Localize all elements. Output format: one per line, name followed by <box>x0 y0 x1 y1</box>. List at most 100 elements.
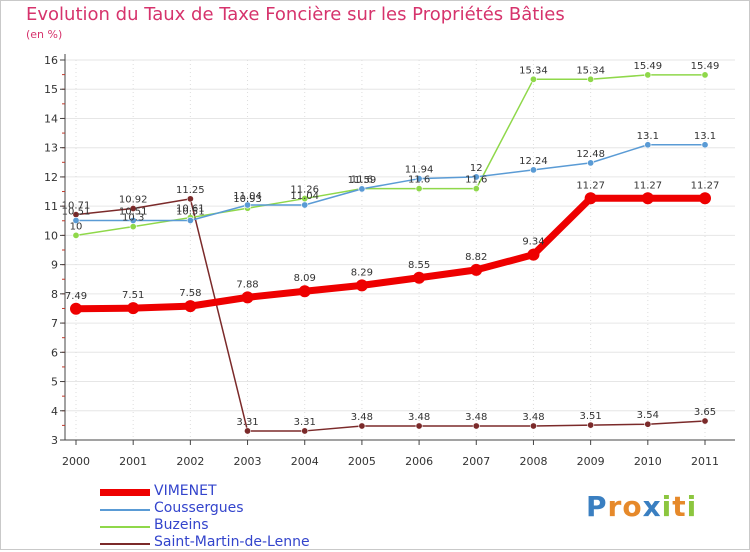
logo-letter: o <box>622 490 643 523</box>
data-point <box>355 279 368 292</box>
data-label: 10.92 <box>119 194 148 205</box>
labels-vimenet: 7.49 7.51 7.58 7.88 8.09 8.29 8.55 8.82 9.34 11.2… <box>65 180 719 301</box>
x-tick-label: 2001 <box>119 455 147 468</box>
data-point <box>241 291 254 304</box>
data-label: 3.48 <box>351 412 373 423</box>
data-label: 11.27 <box>576 180 605 191</box>
data-point <box>127 302 140 315</box>
y-tick-label: 11 <box>44 200 58 213</box>
data-point <box>644 141 652 149</box>
series-saint-martin-de-lenne <box>72 195 709 435</box>
data-label: 7.51 <box>122 290 144 301</box>
data-point <box>186 195 194 203</box>
data-point <box>129 216 137 224</box>
data-label: 3.51 <box>580 411 602 422</box>
y-tick-label: 7 <box>51 317 58 330</box>
data-point <box>186 216 194 224</box>
data-point <box>699 192 711 205</box>
logo-letter: t <box>672 490 687 523</box>
series-line-coussergues <box>75 144 706 222</box>
data-point <box>527 248 540 261</box>
logo-letter: i <box>686 490 698 523</box>
data-point <box>472 422 480 430</box>
series-coussergues <box>72 141 709 224</box>
data-label: 3.48 <box>522 412 544 423</box>
y-tick-label: 16 <box>44 54 58 67</box>
data-point <box>129 204 137 212</box>
data-point <box>644 420 652 428</box>
y-tick-label: 4 <box>51 405 58 418</box>
labels-buzeins: 10 10.3 10.61 10.93 11.26 11.6 11.6 11.6 15.34 15… <box>70 61 720 232</box>
data-label: 12 <box>470 163 483 174</box>
data-label: 15.34 <box>519 65 548 76</box>
data-label: 3.54 <box>637 410 659 421</box>
data-label: 11.6 <box>408 175 430 186</box>
data-point <box>470 263 483 276</box>
data-label: 11.04 <box>290 191 319 202</box>
legend-swatch-saint-martin-de-lenne <box>100 543 150 545</box>
data-label: 10.51 <box>176 206 205 217</box>
legend-label: Coussergues <box>154 500 244 516</box>
data-label: 3.31 <box>236 417 258 428</box>
data-label: 11.6 <box>351 175 373 186</box>
data-point <box>298 285 311 298</box>
x-tick-label: 2009 <box>577 455 605 468</box>
data-label: 10.3 <box>122 213 144 224</box>
data-label: 11.04 <box>233 191 262 202</box>
x-tick-label: 2002 <box>176 455 204 468</box>
data-point <box>529 422 537 430</box>
data-point <box>529 166 537 174</box>
data-label: 3.31 <box>294 417 316 428</box>
x-tick-label: 2003 <box>234 455 262 468</box>
series-line-buzeins <box>75 74 706 237</box>
y-tick-label: 14 <box>44 112 58 125</box>
data-label: 7.49 <box>65 291 87 302</box>
data-label: 10.51 <box>119 206 148 217</box>
data-point <box>415 185 423 193</box>
data-label: 7.58 <box>179 288 201 299</box>
data-label: 9.34 <box>522 237 544 248</box>
x-tick-label: 2008 <box>519 455 547 468</box>
legend-swatch-coussergues <box>100 509 150 511</box>
data-label: 15.49 <box>633 61 662 72</box>
data-label: 10.93 <box>233 194 262 205</box>
data-label: 8.82 <box>465 252 487 263</box>
x-tick-label: 2011 <box>691 455 719 468</box>
data-label: 11.27 <box>691 180 720 191</box>
data-point <box>72 231 80 239</box>
logo-letter: r <box>607 490 623 523</box>
data-point <box>129 223 137 231</box>
data-label: 3.48 <box>465 412 487 423</box>
data-label: 13.1 <box>694 131 716 142</box>
data-point <box>413 271 426 284</box>
data-point <box>72 216 80 224</box>
data-labels: 7.49 7.51 7.58 7.88 8.09 8.29 8.55 8.82 9.34 11.2… <box>62 61 720 428</box>
data-label: 7.88 <box>236 279 258 290</box>
y-tick-label: 15 <box>44 83 58 96</box>
y-tick-label: 6 <box>51 346 58 359</box>
data-point <box>584 192 597 205</box>
y-axis-unit: (en %) <box>26 28 63 41</box>
data-point <box>587 159 595 167</box>
data-point <box>244 201 252 209</box>
data-label: 10.71 <box>62 201 91 212</box>
data-point <box>472 185 480 193</box>
data-point <box>244 427 252 435</box>
x-tick-label: 2005 <box>348 455 376 468</box>
data-label: 15.49 <box>691 61 720 72</box>
y-tick-label: 3 <box>51 434 58 447</box>
series-line-vimenet <box>72 194 709 313</box>
x-tick-label: 2004 <box>291 455 319 468</box>
legend-swatch-vimenet <box>100 489 150 496</box>
legend-label: Saint-Martin-de-Lenne <box>154 534 310 550</box>
data-point <box>358 185 366 193</box>
data-point <box>415 175 423 183</box>
data-point <box>641 192 654 205</box>
logo-letter: x <box>642 490 662 523</box>
data-label: 11.27 <box>633 180 662 191</box>
data-point <box>701 71 709 79</box>
data-label: 15.34 <box>576 65 605 76</box>
data-point <box>184 300 197 313</box>
data-point <box>301 427 309 435</box>
series-layer <box>70 71 711 435</box>
